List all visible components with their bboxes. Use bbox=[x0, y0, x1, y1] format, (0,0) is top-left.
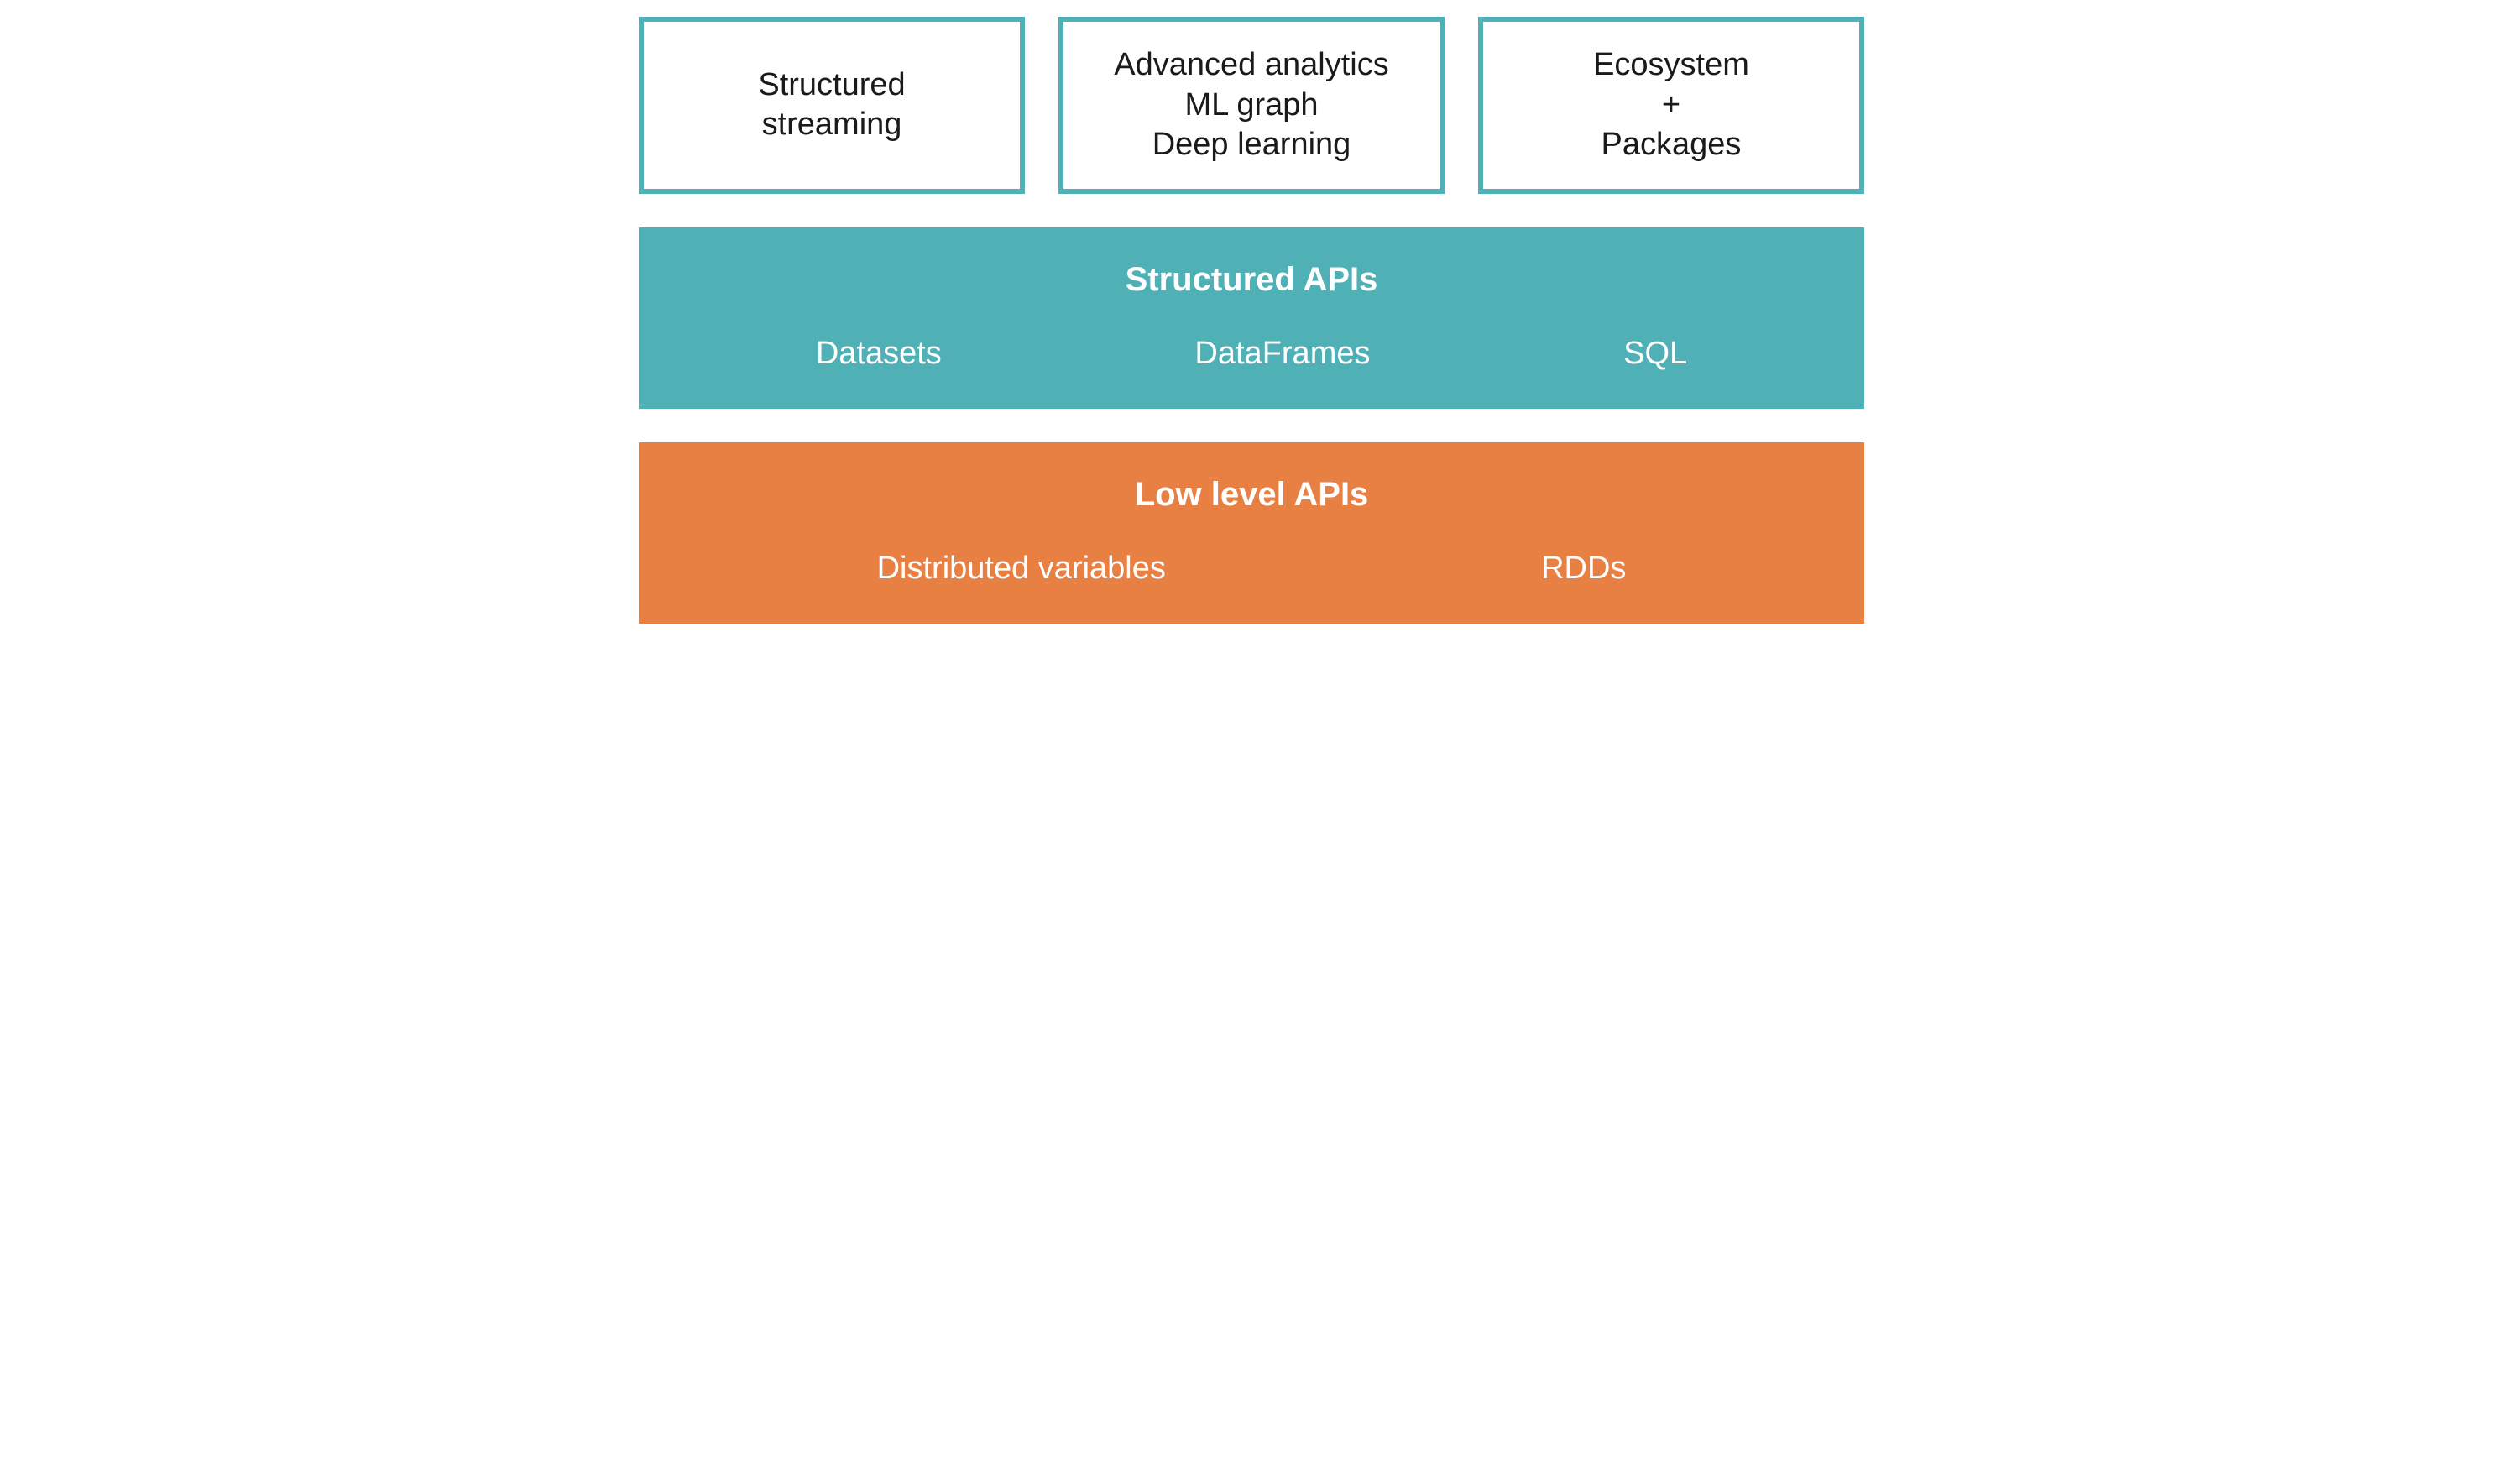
top-row: Structured streaming Advanced analytics … bbox=[639, 17, 1864, 194]
top-box-analytics: Advanced analytics ML graph Deep learnin… bbox=[1058, 17, 1445, 194]
layer-item-distributed-variables: Distributed variables bbox=[877, 551, 1166, 587]
top-box-line: Packages bbox=[1602, 125, 1742, 165]
top-box-ecosystem: Ecosystem + Packages bbox=[1478, 17, 1864, 194]
top-box-line: Ecosystem bbox=[1593, 45, 1749, 86]
layer-items: Datasets DataFrames SQL bbox=[689, 336, 1814, 372]
top-box-line: streaming bbox=[762, 105, 902, 145]
top-box-line: + bbox=[1662, 86, 1680, 126]
top-box-line: Structured bbox=[758, 65, 905, 106]
layer-low-level-apis: Low level APIs Distributed variables RDD… bbox=[639, 442, 1864, 624]
top-box-streaming: Structured streaming bbox=[639, 17, 1025, 194]
top-box-line: ML graph bbox=[1184, 86, 1318, 126]
architecture-diagram: Structured streaming Advanced analytics … bbox=[639, 17, 1864, 624]
layer-items: Distributed variables RDDs bbox=[689, 551, 1814, 587]
layer-item-rdds: RDDs bbox=[1541, 551, 1626, 587]
layer-title: Structured APIs bbox=[1126, 261, 1378, 299]
top-box-line: Deep learning bbox=[1152, 125, 1351, 165]
layer-item-sql: SQL bbox=[1623, 336, 1687, 372]
top-box-line: Advanced analytics bbox=[1114, 45, 1388, 86]
layer-title: Low level APIs bbox=[1135, 476, 1369, 514]
layer-structured-apis: Structured APIs Datasets DataFrames SQL bbox=[639, 227, 1864, 409]
layer-item-dataframes: DataFrames bbox=[1194, 336, 1370, 372]
layer-item-datasets: Datasets bbox=[816, 336, 942, 372]
